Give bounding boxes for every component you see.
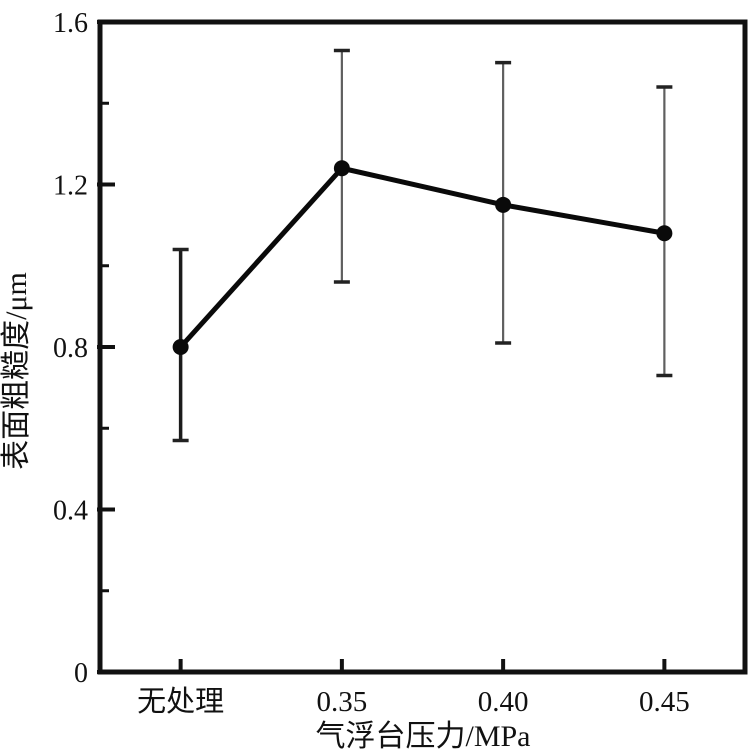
x-tick-label: 0.40 xyxy=(478,686,529,718)
x-tick-label: 0.45 xyxy=(639,686,690,718)
data-point xyxy=(172,339,189,355)
x-tick-label: 0.35 xyxy=(317,686,368,718)
data-point xyxy=(495,196,512,213)
data-point xyxy=(333,160,350,177)
y-tick-label: 0.4 xyxy=(53,496,88,527)
x-axis-title: 气浮台压力/MPa xyxy=(315,720,530,753)
y-tick-label: 0.8 xyxy=(53,333,88,364)
plot-frame xyxy=(97,19,748,675)
y-tick-label: 0 xyxy=(74,658,88,689)
data-line xyxy=(178,165,667,350)
y-axis-title: 表面粗糙度/μm xyxy=(0,272,33,470)
plot-area: 0 0.4 0.8 1.2 1.6 无处理 0.35 0.40 0.45 xyxy=(53,8,748,718)
y-tick-label: 1.6 xyxy=(53,8,88,39)
x-tick-label: 无处理 xyxy=(137,685,224,718)
data-point xyxy=(656,225,673,242)
y-tick-label: 1.2 xyxy=(53,171,88,202)
